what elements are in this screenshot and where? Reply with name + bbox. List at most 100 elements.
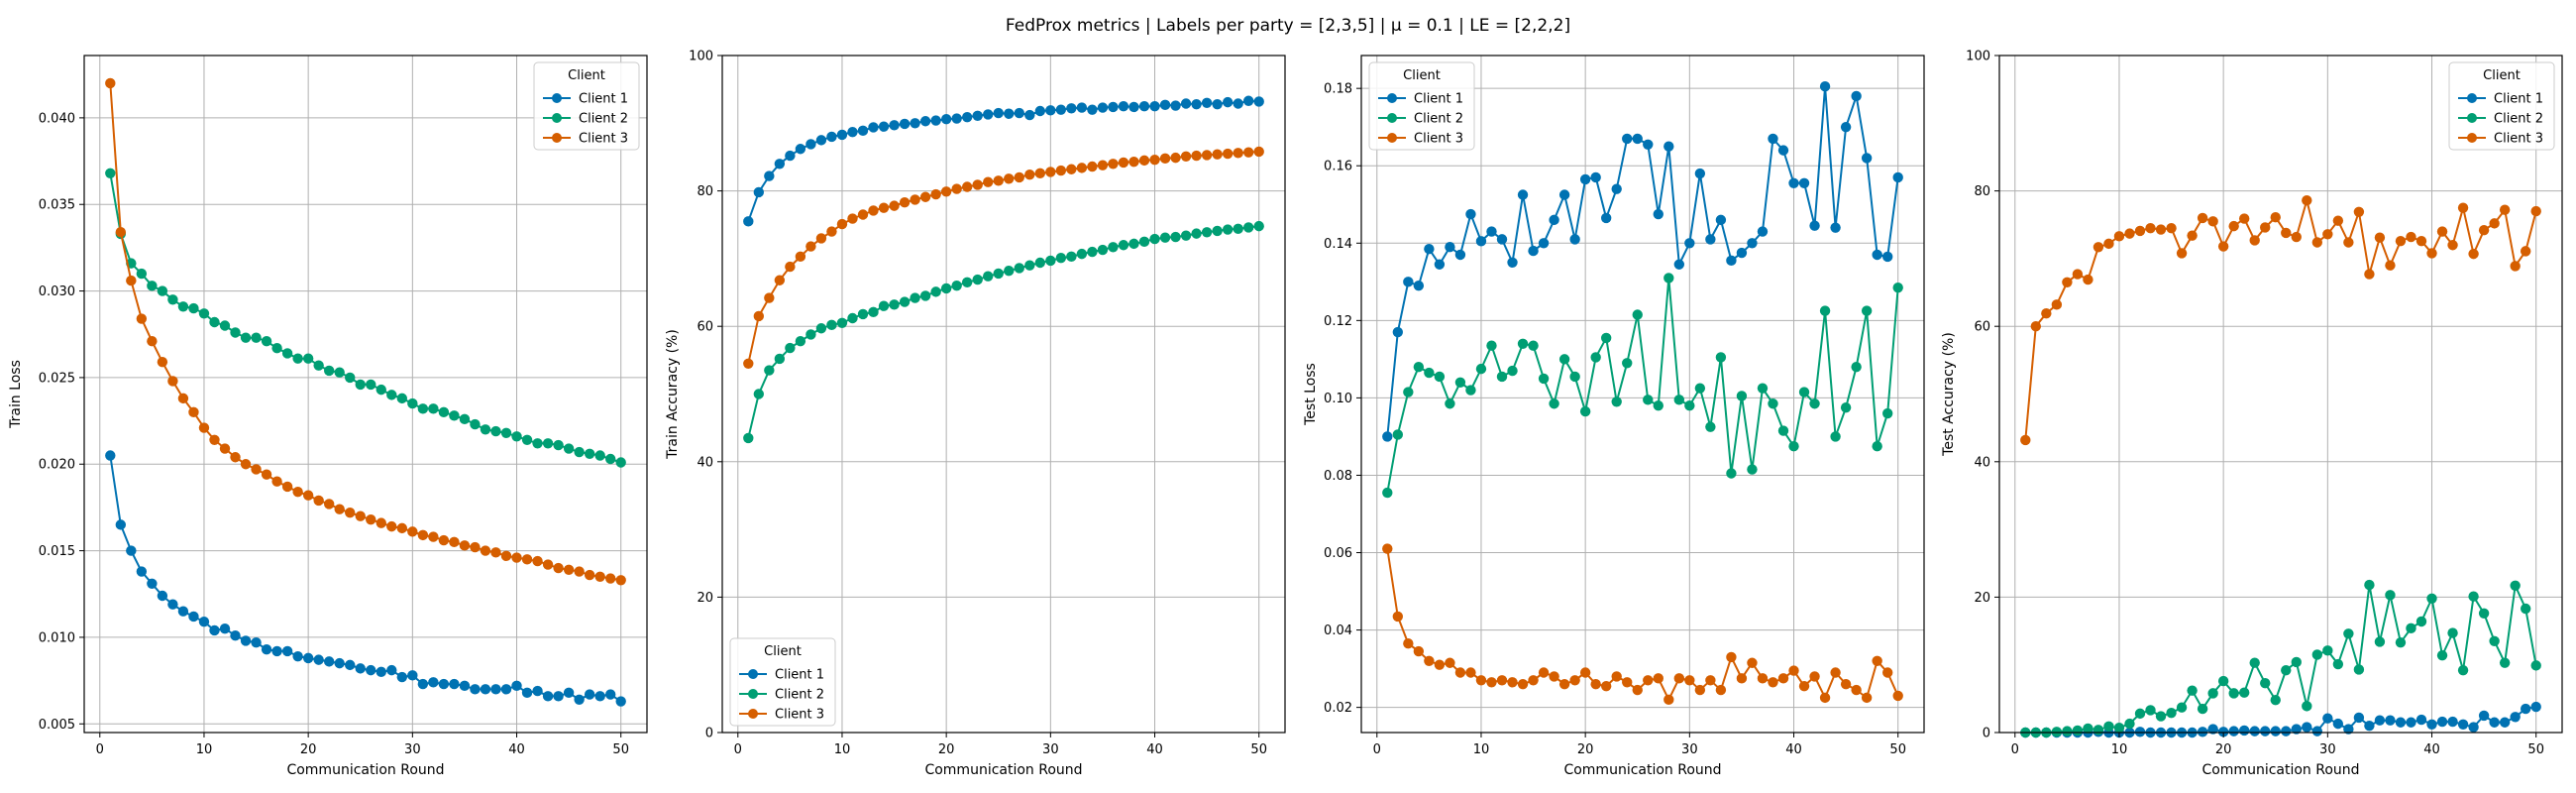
data-point bbox=[1830, 431, 1841, 442]
data-point bbox=[2134, 727, 2146, 737]
data-point bbox=[1579, 173, 1591, 185]
data-point bbox=[334, 657, 345, 669]
y-tick-label: 0.06 bbox=[1324, 546, 1352, 561]
data-point bbox=[376, 517, 386, 528]
series-1 bbox=[105, 450, 626, 707]
legend-swatch-marker bbox=[2467, 93, 2477, 103]
x-tick-label: 10 bbox=[1473, 742, 1490, 757]
data-point bbox=[1242, 222, 1254, 233]
data-point bbox=[2353, 712, 2365, 724]
data-point bbox=[1170, 231, 1181, 243]
x-tick-label: 0 bbox=[1373, 742, 1381, 757]
data-point bbox=[1517, 189, 1529, 200]
data-point bbox=[1076, 163, 1088, 173]
data-point bbox=[2217, 241, 2229, 252]
data-point bbox=[511, 552, 522, 563]
figure-suptitle: FedProx metrics | Labels per party = [2,… bbox=[1006, 16, 1570, 36]
data-point bbox=[1222, 96, 1234, 108]
data-point bbox=[438, 406, 450, 418]
data-point bbox=[1673, 395, 1685, 405]
x-axis: 0 10 20 30 40 50 bbox=[2011, 733, 2544, 757]
data-point bbox=[910, 118, 920, 129]
data-point bbox=[1014, 263, 1024, 274]
data-point bbox=[826, 131, 837, 143]
data-point bbox=[764, 292, 775, 303]
data-point bbox=[2270, 695, 2281, 706]
data-point bbox=[1454, 249, 1466, 261]
y-tick-label: 0.005 bbox=[39, 718, 75, 733]
data-point bbox=[2238, 213, 2250, 224]
y-tick-label: 80 bbox=[1974, 184, 1990, 199]
data-point bbox=[2530, 205, 2541, 217]
data-point bbox=[1600, 332, 1612, 344]
legend-title: Client bbox=[764, 644, 802, 659]
data-point bbox=[1517, 679, 1529, 690]
data-point bbox=[847, 126, 858, 138]
data-point bbox=[355, 510, 366, 521]
data-point bbox=[795, 144, 806, 155]
data-point bbox=[1233, 223, 1243, 235]
data-point bbox=[2489, 635, 2500, 646]
data-point bbox=[2530, 660, 2541, 671]
data-point bbox=[470, 541, 481, 553]
series-line bbox=[109, 82, 621, 582]
data-point bbox=[490, 684, 501, 695]
data-point bbox=[2291, 656, 2302, 668]
data-point bbox=[209, 624, 220, 636]
data-point bbox=[2217, 727, 2229, 737]
data-point bbox=[1507, 257, 1518, 269]
chart-panel-1: 0 10 20 30 40 50 Communication Round 0.005 0.010… bbox=[8, 55, 648, 778]
data-point bbox=[2395, 636, 2407, 648]
data-point bbox=[1757, 383, 1769, 394]
legend-entry-label: Client 2 bbox=[579, 112, 628, 127]
data-point bbox=[1108, 159, 1119, 170]
data-point bbox=[1253, 96, 1264, 107]
legend-swatch-marker bbox=[552, 113, 562, 123]
data-point bbox=[2281, 664, 2292, 676]
data-point bbox=[1653, 208, 1664, 220]
x-tick-label: 40 bbox=[2423, 742, 2440, 757]
data-point bbox=[961, 277, 973, 288]
data-point bbox=[2134, 225, 2146, 237]
data-point bbox=[500, 427, 512, 439]
x-tick-label: 0 bbox=[96, 742, 104, 757]
data-point bbox=[1486, 340, 1497, 351]
gridlines bbox=[84, 56, 647, 733]
legend-entry-label: Client 3 bbox=[2494, 132, 2543, 147]
data-point bbox=[1212, 149, 1223, 160]
data-point bbox=[396, 522, 408, 534]
data-point bbox=[2103, 238, 2114, 250]
data-point bbox=[115, 519, 127, 530]
data-point bbox=[1788, 177, 1799, 188]
data-point bbox=[1496, 675, 1508, 686]
data-point bbox=[604, 689, 616, 700]
data-point bbox=[1549, 398, 1559, 409]
data-point bbox=[1454, 377, 1466, 388]
data-point bbox=[1434, 371, 1446, 383]
data-point bbox=[2030, 321, 2042, 332]
data-point bbox=[2103, 721, 2114, 733]
data-point bbox=[604, 453, 616, 465]
data-point bbox=[2415, 616, 2427, 627]
data-point bbox=[961, 111, 973, 123]
y-tick-label: 0.18 bbox=[1324, 82, 1352, 97]
y-axis-label: Test Accuracy (%) bbox=[1941, 332, 1957, 457]
data-point bbox=[1538, 373, 1550, 385]
data-point bbox=[2155, 711, 2167, 722]
data-point bbox=[868, 205, 879, 216]
data-point bbox=[1673, 259, 1685, 270]
data-point bbox=[470, 684, 481, 695]
data-point bbox=[407, 397, 418, 409]
data-point bbox=[1768, 677, 1778, 688]
data-point bbox=[1715, 684, 1727, 696]
data-point bbox=[1424, 243, 1435, 255]
legend-box bbox=[2448, 61, 2555, 151]
data-point bbox=[2530, 701, 2541, 713]
data-point bbox=[302, 652, 314, 664]
data-point bbox=[521, 434, 533, 445]
data-point bbox=[1590, 171, 1601, 183]
data-point bbox=[1076, 102, 1088, 113]
data-point bbox=[386, 664, 397, 676]
data-point bbox=[2322, 713, 2333, 724]
data-point bbox=[1590, 352, 1601, 363]
